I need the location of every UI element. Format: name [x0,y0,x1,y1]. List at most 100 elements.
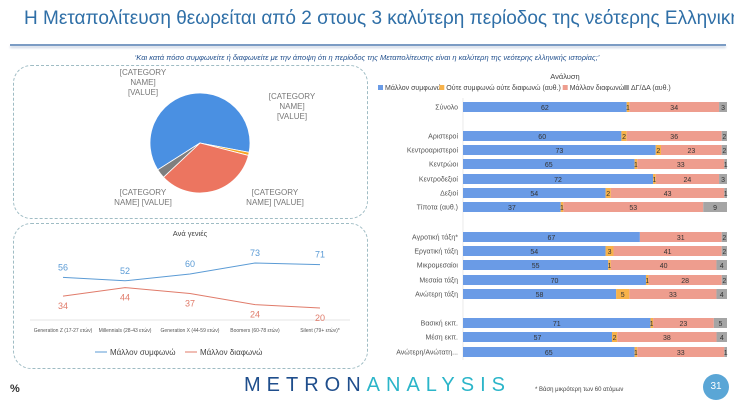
bar-value-label: 73 [555,148,563,155]
bar-segment [463,232,640,242]
bar-segment [463,347,635,357]
pie-panel [13,65,368,219]
bar-category-label: Βασική εκπ. [421,321,458,328]
bar-segment [650,318,654,328]
bar-category-label: Τίποτα (αυθ.) [417,204,458,212]
bar-segment [463,332,612,342]
logo-text-b: ANALYSIS [366,374,512,396]
bar-value-label: 33 [669,292,677,299]
bar-value-label: 37 [508,205,516,212]
bar-segment [716,332,727,342]
bar-segment [716,260,727,270]
bar-value-label: 72 [554,177,562,184]
bar-value-label: 2 [606,191,610,198]
bar-value-label: 9 [713,205,717,212]
line-series-disagree [62,287,321,309]
bar-segment [613,246,722,256]
bar-segment [629,289,717,299]
legend-swatch [624,85,629,90]
line-data-label: 71 [315,250,325,260]
bar-value-label: 1 [724,162,728,169]
legend-label: Μάλλον διαφωνώ [200,348,262,357]
bar-segment [463,202,561,212]
bar-value-label: 4 [720,292,724,299]
bar-segment [645,275,649,285]
line-chart-title: Ανά γενιές [173,229,208,238]
pie-data-label: NAME] [VALUE] [114,198,172,207]
line-x-tick: Generation Z (17-27 ετών) [34,327,93,334]
bar-category-label: Δεξιοί [440,190,458,198]
pie-slice [149,92,251,171]
bar-segment [617,332,717,342]
line-x-tick: Boomers (60-78 ετών) [230,327,280,334]
bar-segment [616,289,630,299]
bar-value-label: 36 [670,134,678,141]
bar-category-label: Σύνολο [435,104,458,112]
bar-segment [463,159,635,169]
logo: METRONANALYSIS [244,374,511,397]
bar-segment [463,275,646,285]
bar-segment [608,260,611,270]
pie-slice [162,142,249,194]
legend-label: Μάλλον συμφωνώ [110,348,175,357]
pie-data-label: [CATEGORY [269,92,316,101]
page-number: 31 [703,374,729,400]
bar-value-label: 3 [721,105,725,112]
bar-segment [463,131,622,141]
bar-segment [639,232,722,242]
page-title: Η Μεταπολίτευση θεωρείται από 2 στους 3 … [24,8,734,29]
bar-segment [463,246,606,256]
bar-value-label: 43 [664,191,672,198]
bar-value-label: 1 [650,321,654,328]
bar-segment [719,102,727,112]
legend-swatch [562,85,568,90]
bar-value-label: 3 [608,249,612,256]
bar-segment [661,145,722,155]
bar-value-label: 2 [722,235,726,242]
bar-segment [637,159,725,169]
pie-data-label: NAME] [VALUE] [246,198,304,207]
bar-segment [724,347,727,357]
line-data-label: 20 [315,313,325,323]
bar-value-label: 2 [722,278,726,285]
bar-value-label: 65 [545,162,553,169]
bar-segment [719,174,727,184]
bar-value-label: 1 [724,350,728,357]
bar-value-label: 60 [538,134,546,141]
bar-value-label: 2 [722,148,726,155]
bar-value-label: 28 [681,278,689,285]
line-data-label: 44 [120,293,130,303]
legend-label: ΔΓ/ΔΑ (αυθ.) [631,85,671,92]
bar-segment [463,260,609,270]
footnote: * Βάση μικρότερη των 60 ατόμων [535,387,624,393]
bar-value-label: 33 [677,350,685,357]
bar-value-label: 1 [634,350,638,357]
bar-chart-title: Ανάλυση [550,72,579,81]
line-x-tick: Generation X (44-59 ετών) [161,327,220,334]
bar-value-label: 53 [629,205,637,212]
bar-value-label: 2 [722,134,726,141]
bar-value-label: 40 [660,263,668,270]
line-series-agree [62,262,321,282]
bar-segment [703,202,727,212]
bar-value-label: 2 [656,148,660,155]
pie-data-label: [VALUE] [128,88,158,97]
line-data-label: 24 [250,310,260,320]
legend-label: Ούτε συμφωνώ ούτε διαφωνώ (αυθ.) [446,84,561,92]
line-x-tick: Silent (79+ ετών)* [300,327,340,334]
legend-label: Μάλλον συμφωνώ [385,84,443,92]
bar-value-label: 65 [545,350,553,357]
bar-segment [610,260,717,270]
bar-value-label: 58 [536,292,544,299]
bar-segment [637,347,725,357]
bar-segment [610,188,725,198]
bar-category-label: Αριστεροί [428,133,458,141]
bar-value-label: 1 [560,205,564,212]
bar-value-label: 67 [548,235,556,242]
bar-value-label: 4 [720,263,724,270]
bar-segment [463,318,651,328]
bar-value-label: 23 [687,148,695,155]
bar-segment [560,202,564,212]
bar-segment [716,289,727,299]
bar-segment [721,232,727,242]
